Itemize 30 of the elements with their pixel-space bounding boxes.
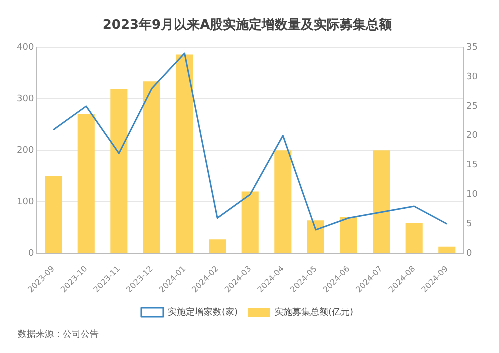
y2-tick-label: 25: [466, 102, 478, 112]
y2-tick-label: 20: [466, 131, 478, 142]
bar: [242, 192, 259, 254]
y-tick-label: 200: [16, 146, 34, 156]
bar: [438, 246, 456, 254]
bar: [209, 240, 226, 254]
y2-tick-label: 30: [466, 72, 478, 82]
y-tick-label: 100: [16, 197, 34, 208]
y2-tick-label: 15: [466, 160, 478, 171]
y2-tick-label: 5: [466, 219, 472, 230]
bar: [307, 220, 324, 254]
bar: [110, 89, 128, 254]
bar: [373, 150, 390, 254]
bar: [406, 223, 423, 254]
y2-tick-label: 10: [466, 190, 478, 200]
bar: [78, 114, 95, 254]
legend-label: 实施定增家数(家): [168, 306, 238, 318]
chart-title: 2023年9月以来A股实施定增数量及实际募集总额: [102, 17, 394, 34]
y-tick-label: 300: [16, 94, 34, 104]
bar: [176, 54, 194, 254]
bar: [340, 217, 358, 254]
y2-tick-label: 35: [466, 42, 478, 53]
y2-tick-label: 0: [466, 248, 473, 259]
y-tick-label: 400: [16, 42, 34, 53]
bar: [45, 176, 62, 254]
source-note: 数据来源：公司公告: [18, 328, 99, 340]
bar: [274, 150, 292, 254]
bar: [143, 82, 160, 254]
legend-label: 实施募集总额(亿元): [274, 306, 354, 318]
y-tick-label: 0: [28, 248, 34, 259]
